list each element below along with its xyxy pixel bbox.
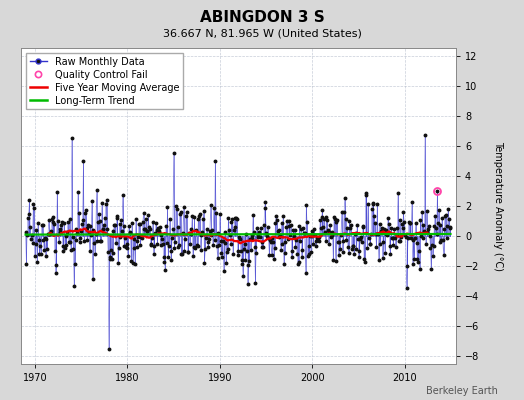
Text: Berkeley Earth: Berkeley Earth [426, 386, 498, 396]
Y-axis label: Temperature Anomaly (°C): Temperature Anomaly (°C) [493, 141, 503, 271]
Text: 36.667 N, 81.965 W (United States): 36.667 N, 81.965 W (United States) [162, 28, 362, 38]
Text: ABINGDON 3 S: ABINGDON 3 S [200, 10, 324, 25]
Legend: Raw Monthly Data, Quality Control Fail, Five Year Moving Average, Long-Term Tren: Raw Monthly Data, Quality Control Fail, … [26, 53, 183, 109]
